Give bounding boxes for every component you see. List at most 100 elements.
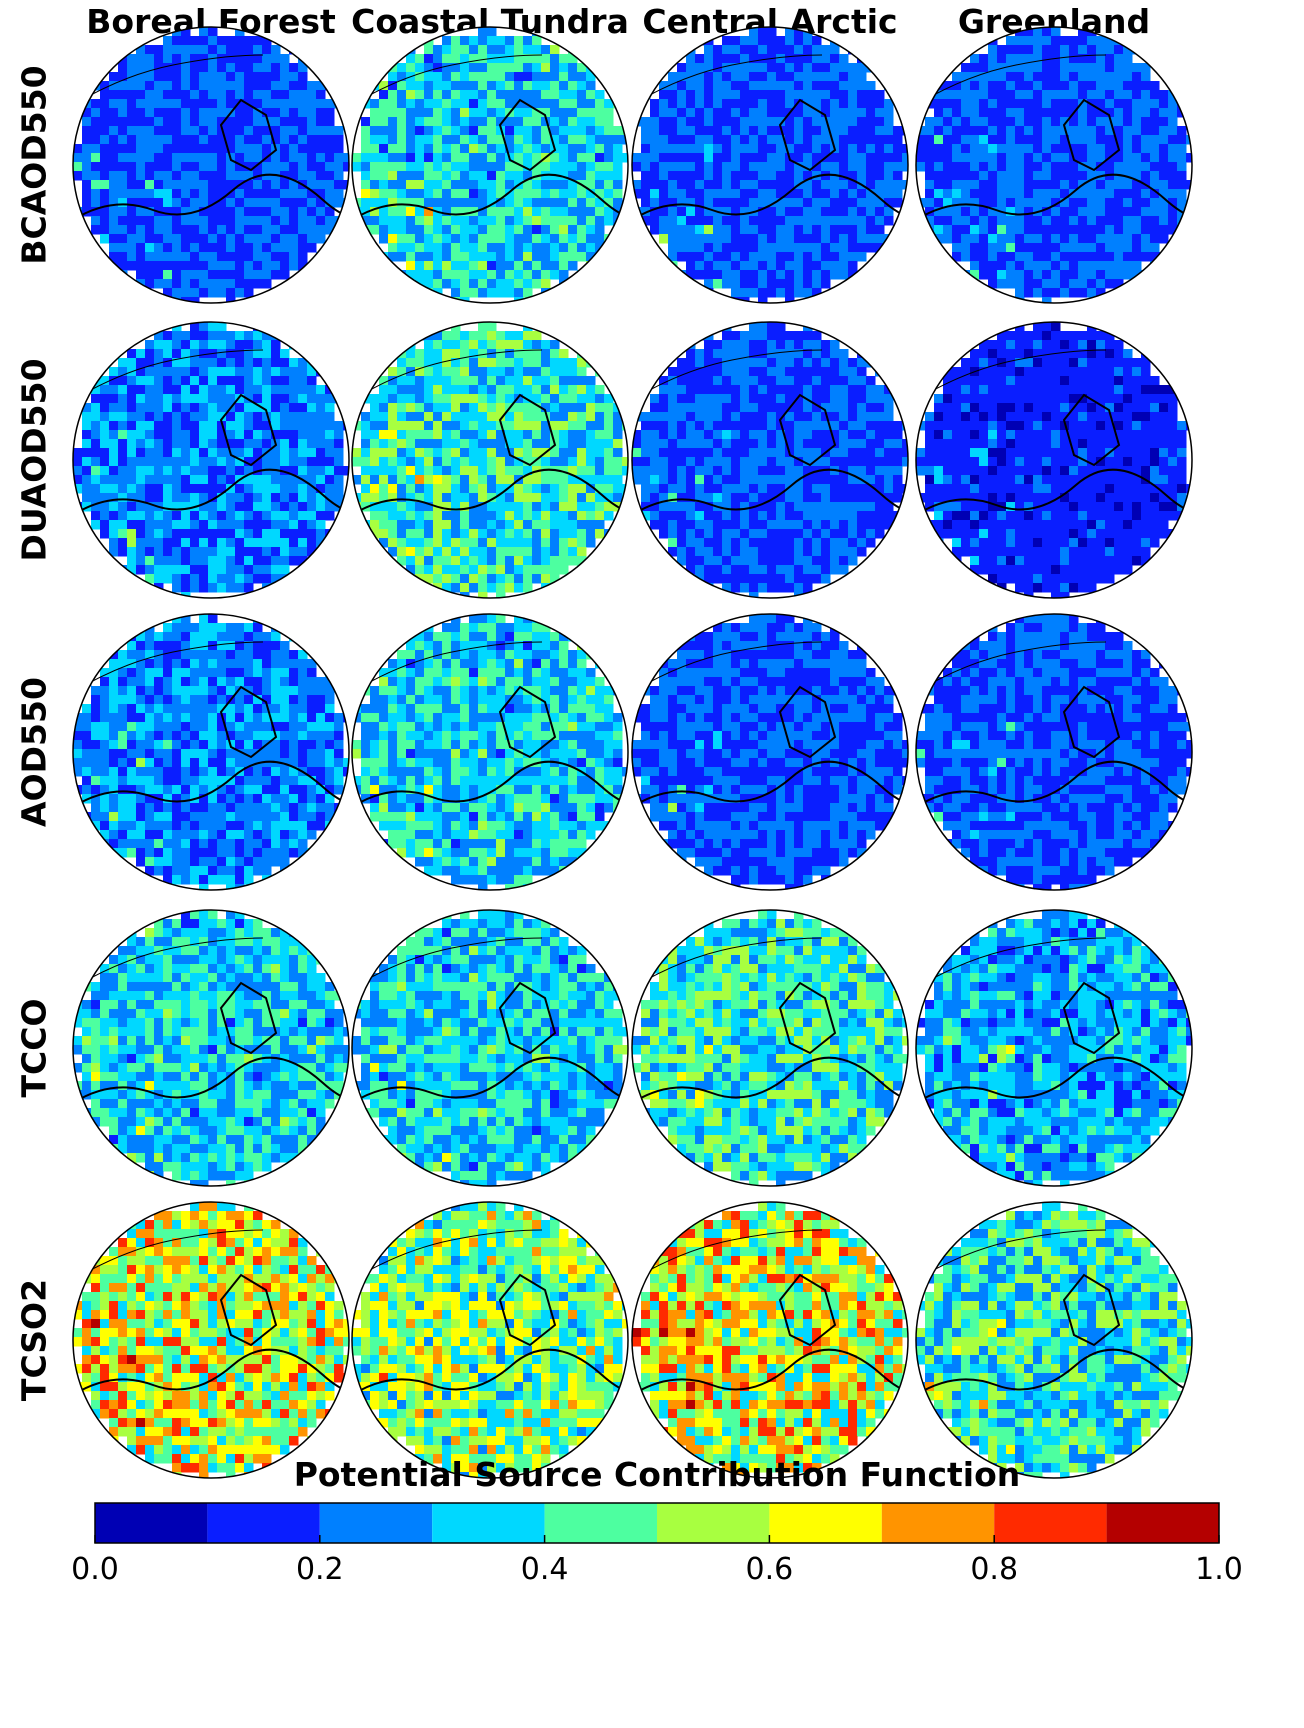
psc-cell bbox=[839, 144, 849, 154]
psc-cell bbox=[848, 331, 858, 341]
psc-cell bbox=[154, 72, 164, 82]
psc-cell bbox=[550, 367, 560, 377]
psc-cell bbox=[253, 117, 263, 127]
psc-cell bbox=[812, 270, 822, 280]
psc-cell bbox=[1114, 90, 1124, 100]
psc-cell bbox=[217, 583, 227, 593]
psc-cell bbox=[505, 36, 515, 46]
psc-cell bbox=[713, 349, 723, 359]
psc-cell bbox=[577, 502, 587, 512]
psc-cell bbox=[1024, 216, 1034, 226]
psc-cell bbox=[469, 457, 479, 467]
psc-cell bbox=[397, 234, 407, 244]
psc-cell bbox=[1069, 207, 1079, 217]
psc-cell bbox=[970, 135, 980, 145]
psc-cell bbox=[181, 180, 191, 190]
psc-cell bbox=[695, 358, 705, 368]
psc-cell bbox=[289, 385, 299, 395]
psc-cell bbox=[514, 385, 524, 395]
psc-cell bbox=[1060, 144, 1070, 154]
psc-cell bbox=[478, 367, 488, 377]
psc-cell bbox=[997, 117, 1007, 127]
psc-cell bbox=[199, 252, 209, 262]
psc-cell bbox=[145, 99, 155, 109]
psc-cell bbox=[136, 297, 146, 303]
psc-cell bbox=[988, 54, 998, 64]
psc-cell bbox=[1024, 36, 1034, 46]
psc-cell bbox=[388, 403, 398, 413]
psc-cell bbox=[406, 135, 416, 145]
psc-cell bbox=[460, 108, 470, 118]
psc-cell bbox=[316, 439, 326, 449]
psc-cell bbox=[848, 117, 858, 127]
psc-cell bbox=[460, 261, 470, 271]
psc-cell bbox=[136, 556, 146, 566]
psc-cell bbox=[478, 72, 488, 82]
psc-cell bbox=[199, 394, 209, 404]
psc-cell bbox=[559, 153, 569, 163]
psc-cell bbox=[100, 592, 110, 598]
psc-cell bbox=[893, 162, 903, 172]
psc-cell bbox=[91, 421, 101, 431]
psc-cell bbox=[830, 126, 840, 136]
psc-cell bbox=[713, 279, 723, 289]
psc-cell bbox=[217, 520, 227, 530]
psc-cell bbox=[307, 421, 317, 431]
psc-cell bbox=[451, 171, 461, 181]
psc-cell bbox=[226, 261, 236, 271]
psc-cell bbox=[280, 99, 290, 109]
psc-cell bbox=[1078, 27, 1088, 37]
psc-cell bbox=[1087, 234, 1097, 244]
psc-cell bbox=[695, 261, 705, 271]
psc-cell bbox=[550, 349, 560, 359]
psc-cell bbox=[812, 126, 822, 136]
psc-cell bbox=[262, 270, 272, 280]
psc-cell bbox=[298, 126, 308, 136]
psc-cell bbox=[749, 216, 759, 226]
psc-cell bbox=[1042, 234, 1052, 244]
psc-cell bbox=[1060, 180, 1070, 190]
psc-cell bbox=[298, 367, 308, 377]
psc-cell bbox=[217, 331, 227, 341]
psc-cell bbox=[379, 216, 389, 226]
psc-cell bbox=[595, 162, 605, 172]
psc-cell bbox=[280, 538, 290, 548]
psc-cell bbox=[442, 243, 452, 253]
psc-cell bbox=[415, 376, 425, 386]
psc-cell bbox=[848, 198, 858, 208]
psc-cell bbox=[1141, 72, 1151, 82]
psc-cell bbox=[118, 475, 128, 485]
psc-cell bbox=[352, 367, 362, 377]
psc-cell bbox=[262, 180, 272, 190]
psc-cell bbox=[181, 261, 191, 271]
psc-cell bbox=[388, 376, 398, 386]
psc-cell bbox=[406, 421, 416, 431]
psc-cell bbox=[577, 297, 587, 303]
psc-cell bbox=[163, 45, 173, 55]
psc-cell bbox=[586, 493, 596, 503]
psc-cell bbox=[469, 556, 479, 566]
psc-cell bbox=[758, 340, 768, 350]
psc-cell bbox=[388, 529, 398, 539]
psc-cell bbox=[785, 225, 795, 235]
psc-cell bbox=[118, 144, 128, 154]
psc-cell bbox=[172, 90, 182, 100]
psc-cell bbox=[1168, 279, 1178, 289]
psc-cell bbox=[127, 171, 137, 181]
psc-cell bbox=[523, 54, 533, 64]
psc-cell bbox=[271, 270, 281, 280]
psc-cell bbox=[118, 216, 128, 226]
psc-cell bbox=[145, 466, 155, 476]
psc-cell bbox=[199, 358, 209, 368]
psc-cell bbox=[514, 54, 524, 64]
psc-cell bbox=[514, 547, 524, 557]
psc-cell bbox=[776, 270, 786, 280]
psc-cell bbox=[1015, 144, 1025, 154]
psc-cell bbox=[127, 385, 137, 395]
psc-cell bbox=[154, 439, 164, 449]
psc-cell bbox=[1087, 45, 1097, 55]
psc-cell bbox=[199, 385, 209, 395]
psc-cell bbox=[830, 234, 840, 244]
psc-cell bbox=[577, 439, 587, 449]
psc-cell bbox=[235, 288, 245, 298]
